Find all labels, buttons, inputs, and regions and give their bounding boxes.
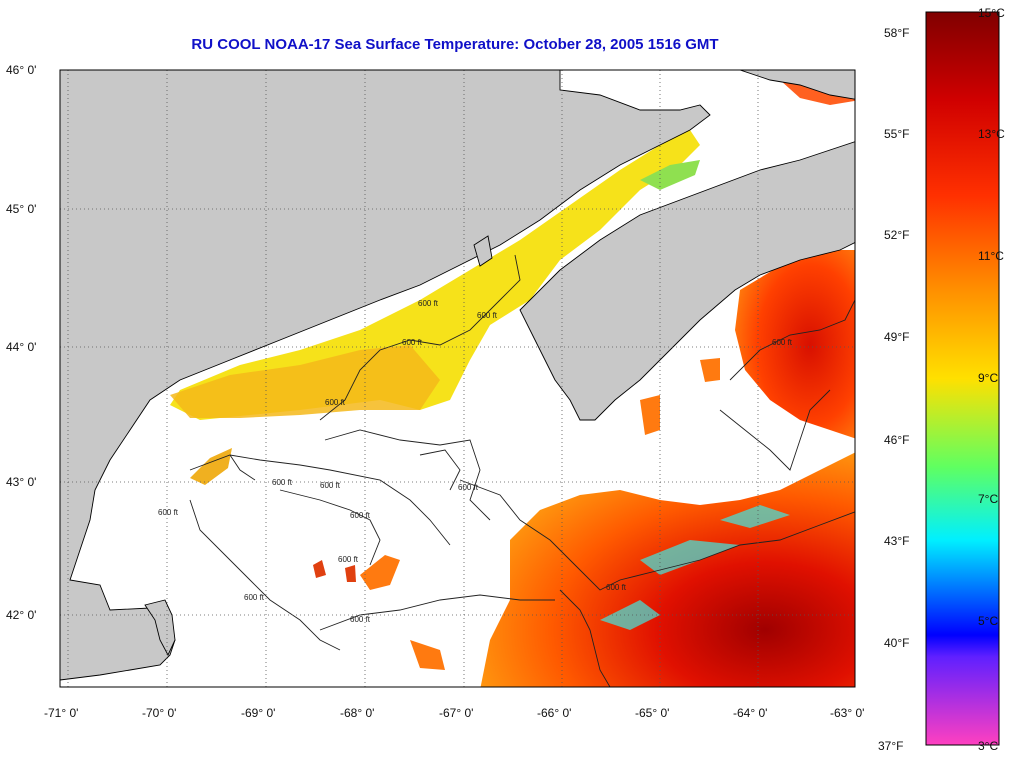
colorbar-f-label: 40°F xyxy=(884,636,909,650)
colorbar-c-label: 5°C xyxy=(978,614,998,628)
contour-label: 600 ft xyxy=(418,299,439,308)
contour-label: 600 ft xyxy=(350,511,371,520)
contour-labels: 600 ft 600 ft 600 ft 600 ft 600 ft 600 f… xyxy=(158,299,793,624)
colorbar-f-label: 49°F xyxy=(884,330,909,344)
land-nova-scotia xyxy=(519,141,855,421)
contour-label: 600 ft xyxy=(158,508,179,517)
contour-label: 600 ft xyxy=(606,583,627,592)
lon-label: -69° 0' xyxy=(241,706,275,720)
contour-label: 600 ft xyxy=(402,338,423,347)
colorbar-c-label: 3°C xyxy=(978,739,998,753)
plot-frame xyxy=(59,69,856,688)
lon-label: -70° 0' xyxy=(142,706,176,720)
colorbar-f-label: 52°F xyxy=(884,228,909,242)
colorbar-c-label: 15°C xyxy=(978,6,1005,20)
lon-label: -63° 0' xyxy=(830,706,864,720)
lat-label: 45° 0' xyxy=(6,202,36,216)
contour-label: 600 ft xyxy=(244,593,265,602)
contour-label: 600 ft xyxy=(772,338,793,347)
colorbar-c-label: 7°C xyxy=(978,492,998,506)
sst-cold-streaks xyxy=(600,505,790,630)
lat-label: 46° 0' xyxy=(6,63,36,77)
colorbar-f-label: 58°F xyxy=(884,26,909,40)
colorbar-c-label: 9°C xyxy=(978,371,998,385)
graticule xyxy=(60,70,855,687)
sst-scotian-east xyxy=(735,250,855,439)
contour-label: 600 ft xyxy=(338,555,359,564)
longitude-axis: -71° 0' -70° 0' -69° 0' -68° 0' -67° 0' … xyxy=(44,706,864,720)
lon-label: -67° 0' xyxy=(439,706,473,720)
sst-patch-west xyxy=(190,448,232,485)
lon-label: -64° 0' xyxy=(733,706,767,720)
colorbar-f-label: 55°F xyxy=(884,127,909,141)
contour-label: 600 ft xyxy=(350,615,371,624)
contour-label: 600 ft xyxy=(477,311,498,320)
sst-coastal-orange xyxy=(170,345,440,418)
land-northeast xyxy=(739,70,855,100)
map-layers: 600 ft 600 ft 600 ft 600 ft 600 ft 600 f… xyxy=(60,70,855,687)
lat-label: 42° 0' xyxy=(6,608,36,622)
colorbar-c-label: 13°C xyxy=(978,127,1005,141)
latitude-axis: 46° 0' 45° 0' 44° 0' 43° 0' 42° 0' xyxy=(6,63,36,622)
lon-label: -65° 0' xyxy=(635,706,669,720)
map-title: RU COOL NOAA-17 Sea Surface Temperature:… xyxy=(191,36,719,53)
lon-label: -68° 0' xyxy=(340,706,374,720)
contour-label: 600 ft xyxy=(458,483,479,492)
contour-label: 600 ft xyxy=(320,481,341,490)
colorbar-f-label: 37°F xyxy=(878,739,903,753)
lon-label: -71° 0' xyxy=(44,706,78,720)
colorbar-gradient xyxy=(925,11,1000,746)
lat-label: 43° 0' xyxy=(6,475,36,489)
land-cape-cod xyxy=(144,599,176,657)
land-grand-manan xyxy=(473,235,493,267)
colorbar-f-label: 43°F xyxy=(884,534,909,548)
lat-label: 44° 0' xyxy=(6,340,36,354)
lon-label: -66° 0' xyxy=(537,706,571,720)
contour-label: 600 ft xyxy=(272,478,293,487)
colorbar: 58°F 55°F 52°F 49°F 46°F 43°F 40°F 37°F … xyxy=(878,6,1005,753)
sst-fundy xyxy=(640,160,700,190)
sst-patch-south xyxy=(313,560,356,582)
bathymetry-contours xyxy=(189,254,855,687)
colorbar-f-label: 46°F xyxy=(884,433,909,447)
colorbar-c-label: 11°C xyxy=(978,249,1004,263)
contour-label: 600 ft xyxy=(325,398,346,407)
